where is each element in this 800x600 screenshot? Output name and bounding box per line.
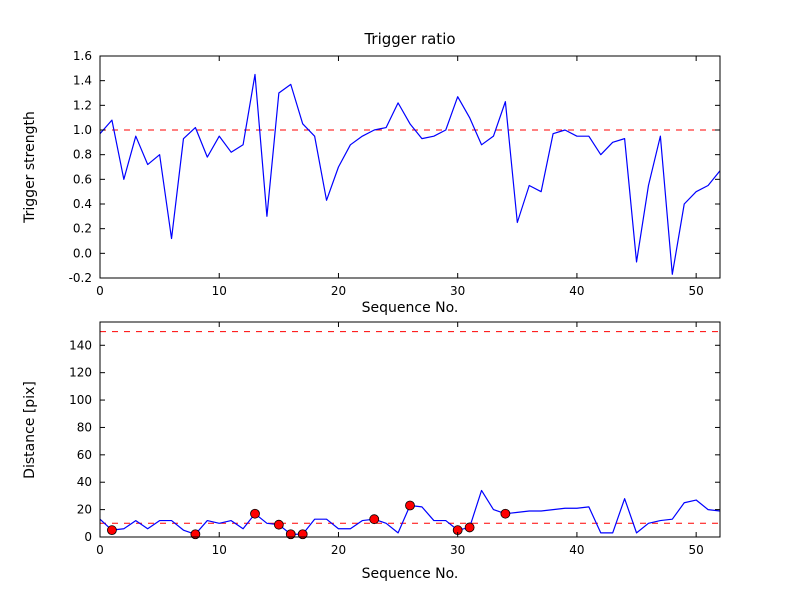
trigger-events-marker xyxy=(250,508,260,519)
y-tick-label: 0.2 xyxy=(73,222,92,236)
bottom-y-axis-label: Distance [pix] xyxy=(22,381,38,479)
y-tick-label: 120 xyxy=(69,366,92,380)
x-tick-label: 10 xyxy=(212,543,227,557)
axes-border xyxy=(99,321,721,538)
y-tick-label: 0 xyxy=(84,530,92,544)
y-tick-label: 1.4 xyxy=(73,74,92,88)
trigger-events-marker xyxy=(369,514,380,525)
y-tick-label: 0.4 xyxy=(73,197,92,211)
distance-line xyxy=(99,489,721,535)
x-tick-label: 30 xyxy=(450,284,465,298)
y-tick-label: 1.2 xyxy=(73,98,92,112)
y-tick-label: 80 xyxy=(77,420,92,434)
y-tick-label: 100 xyxy=(69,393,92,407)
x-tick-label: 0 xyxy=(96,543,104,557)
y-tick-label: 40 xyxy=(77,475,92,489)
x-tick-label: 0 xyxy=(96,284,104,298)
top-chart-title: Trigger ratio xyxy=(363,30,455,48)
top-x-axis-label: Sequence No. xyxy=(362,300,459,316)
x-tick-label: 50 xyxy=(689,284,704,298)
y-tick-label: 1.6 xyxy=(73,49,92,63)
trigger-strength-line xyxy=(99,73,721,275)
top-y-axis-label: Trigger strength xyxy=(22,111,38,224)
y-tick-label: -0.2 xyxy=(69,271,92,285)
trigger-events-marker xyxy=(273,519,284,530)
y-tick-label: 140 xyxy=(69,338,92,352)
axes-border xyxy=(99,55,721,279)
y-tick-label: 60 xyxy=(77,448,92,462)
trigger-ratio-plot-area: 0 10 20 30 40 50 -0.2 0.0 0.2 0.4 0.6 0.8 1.0 1.2 1.4 1… xyxy=(69,49,721,298)
x-tick-label: 40 xyxy=(569,284,584,298)
y-tick-label: 0.0 xyxy=(73,246,92,260)
trigger-events-marker xyxy=(107,525,117,536)
bottom-x-axis-label: Sequence No. xyxy=(362,566,459,582)
trigger-events-marker xyxy=(464,522,475,533)
y-tick-label: 0.8 xyxy=(73,148,92,162)
x-tick-label: 20 xyxy=(331,284,346,298)
trigger-events-marker xyxy=(405,500,415,511)
y-tick-label: 0.6 xyxy=(73,172,92,186)
y-tick-label: 20 xyxy=(77,503,92,517)
x-tick-label: 20 xyxy=(331,543,346,557)
y-tick-label: 1.0 xyxy=(73,123,92,137)
x-tick-label: 10 xyxy=(212,284,227,298)
distance-plot-area: 0 10 20 30 40 50 0 20 40 60 80 100 120 140 xyxy=(69,321,721,557)
x-tick-label: 50 xyxy=(689,543,704,557)
x-tick-label: 30 xyxy=(450,543,465,557)
x-tick-label: 40 xyxy=(569,543,584,557)
trigger-events-marker xyxy=(500,508,511,519)
